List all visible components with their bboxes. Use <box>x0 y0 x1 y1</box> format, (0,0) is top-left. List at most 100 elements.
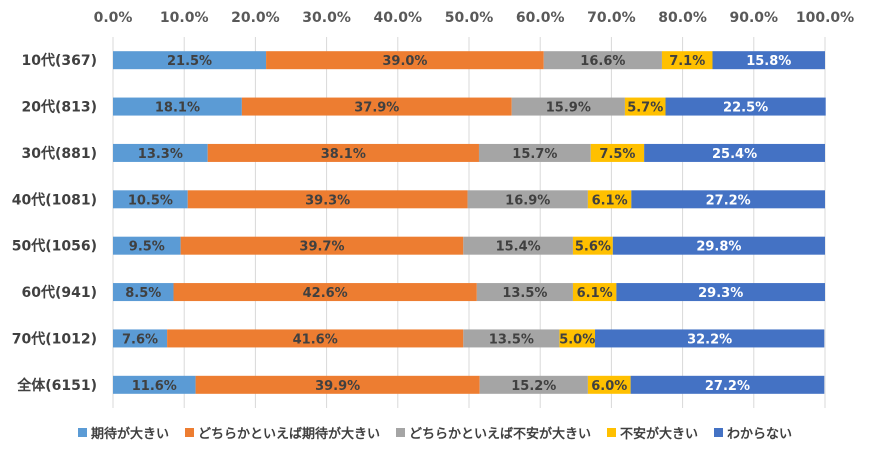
category-label: 50代(1056) <box>12 238 97 255</box>
data-label: 39.0% <box>382 54 427 69</box>
bar-segment <box>167 329 464 348</box>
gridlines <box>112 37 826 408</box>
bar-segment <box>187 190 468 209</box>
data-label: 7.1% <box>669 54 705 69</box>
data-label: 10.5% <box>128 193 173 208</box>
bar-segment <box>113 329 168 348</box>
x-tick-label: 10.0% <box>160 10 209 26</box>
data-label: 22.5% <box>723 101 768 116</box>
x-tick-label: 80.0% <box>658 10 707 26</box>
bar-segment <box>467 190 588 209</box>
data-label: 6.1% <box>592 193 628 208</box>
data-label: 27.2% <box>705 379 750 394</box>
bar-segment <box>712 51 825 70</box>
legend-item: 期待が大きい <box>77 423 169 442</box>
bar-segment <box>511 97 625 116</box>
bars <box>113 51 826 394</box>
bar-segment <box>595 329 825 348</box>
bar-segment <box>631 190 825 209</box>
bar-segment <box>241 97 512 116</box>
data-label: 16.9% <box>505 193 550 208</box>
bar-segment <box>113 375 196 394</box>
legend-label: 期待が大きい <box>90 427 169 442</box>
data-label: 15.2% <box>511 379 556 394</box>
data-label: 39.9% <box>315 379 360 394</box>
x-axis-ticks: 0.0% 10.0% 20.0% 30.0% 40.0% 50.0% 60.0% 70.0% 8… <box>94 10 855 26</box>
data-label: 41.6% <box>293 332 338 347</box>
data-label: 15.9% <box>546 101 591 116</box>
category-label: 10代(367) <box>21 52 97 69</box>
bar-segment <box>195 375 480 394</box>
data-label: 5.7% <box>627 101 663 116</box>
data-label: 13.5% <box>489 332 534 347</box>
data-label: 39.7% <box>299 240 344 255</box>
legend: 期待が大きい どちらかといえば期待が大きい どちらかといえば不安が大きい 不安が大きい… <box>0 423 870 442</box>
legend-item: わからない <box>714 423 792 442</box>
bar-segment <box>113 190 188 209</box>
data-label: 38.1% <box>321 147 366 162</box>
data-label: 7.5% <box>599 147 635 162</box>
x-tick-label: 50.0% <box>445 10 494 26</box>
bar-segment <box>587 190 632 209</box>
bar-segment <box>113 283 174 302</box>
data-label: 13.5% <box>502 286 547 301</box>
x-tick-label: 20.0% <box>231 10 280 26</box>
category-label: 全体(6151) <box>16 377 97 394</box>
legend-item: 不安が大きい <box>607 423 698 442</box>
bar-segment <box>665 97 826 116</box>
bar-segment <box>559 329 596 348</box>
legend-label: わからない <box>727 427 793 442</box>
x-tick-label: 90.0% <box>730 10 779 26</box>
stacked-bar-chart: 0.0% 10.0% 20.0% 30.0% 40.0% 50.0% 60.0% 70.0% 8… <box>12 10 855 408</box>
data-label: 39.3% <box>305 193 350 208</box>
bar-segment <box>572 236 613 255</box>
category-labels: 10代(367) 20代(813) 30代(881) 40代(1081) 50代(105… <box>12 52 97 394</box>
legend-label: どちらかといえば期待が大きい <box>197 427 380 442</box>
category-label: 30代(881) <box>21 145 97 162</box>
data-label: 7.6% <box>122 332 158 347</box>
data-label: 37.9% <box>354 101 399 116</box>
bar-segment <box>113 97 242 116</box>
data-label: 29.3% <box>698 286 743 301</box>
legend-label: 不安が大きい <box>620 427 699 442</box>
data-label: 32.2% <box>687 332 732 347</box>
bar-segment <box>478 143 591 162</box>
data-label: 6.1% <box>577 286 613 301</box>
x-tick-label: 70.0% <box>587 10 636 26</box>
bar-segment <box>616 283 825 302</box>
data-label: 13.3% <box>138 147 183 162</box>
bar-segment <box>612 236 825 255</box>
data-label: 21.5% <box>167 54 212 69</box>
x-tick-label: 0.0% <box>94 10 133 26</box>
bar-segment <box>630 375 825 394</box>
data-labels: 21.5% 39.0% 16.6% 7.1% 15.8% 18.1% 37.9% 15.9% 5… <box>122 54 791 394</box>
data-label: 8.5% <box>125 286 161 301</box>
bar-segment <box>543 51 662 70</box>
bar-segment <box>463 236 573 255</box>
legend-swatch <box>184 428 194 437</box>
bar-segment <box>587 375 631 394</box>
data-label: 15.8% <box>746 54 791 69</box>
legend-item: どちらかといえば不安が大きい <box>395 423 591 442</box>
category-label: 20代(813) <box>21 99 97 116</box>
bar-segment <box>463 329 560 348</box>
data-label: 16.6% <box>580 54 625 69</box>
bar-segment <box>207 143 479 162</box>
bar-segment <box>644 143 825 162</box>
legend-swatch <box>607 428 616 437</box>
data-label: 9.5% <box>129 240 165 255</box>
bar-segment <box>113 143 208 162</box>
bar-segment <box>113 236 181 255</box>
legend-item: どちらかといえば期待が大きい <box>184 423 380 442</box>
bar-segment <box>590 143 645 162</box>
bar-segment <box>476 283 573 302</box>
bar-segment <box>661 51 713 70</box>
data-label: 15.4% <box>496 240 541 255</box>
data-label: 5.6% <box>575 240 611 255</box>
x-tick-label: 100.0% <box>796 10 854 26</box>
data-label: 29.8% <box>696 240 741 255</box>
category-label: 40代(1081) <box>12 191 97 208</box>
data-label: 6.0% <box>591 379 627 394</box>
data-label: 42.6% <box>303 286 348 301</box>
bar-segment <box>113 51 267 70</box>
